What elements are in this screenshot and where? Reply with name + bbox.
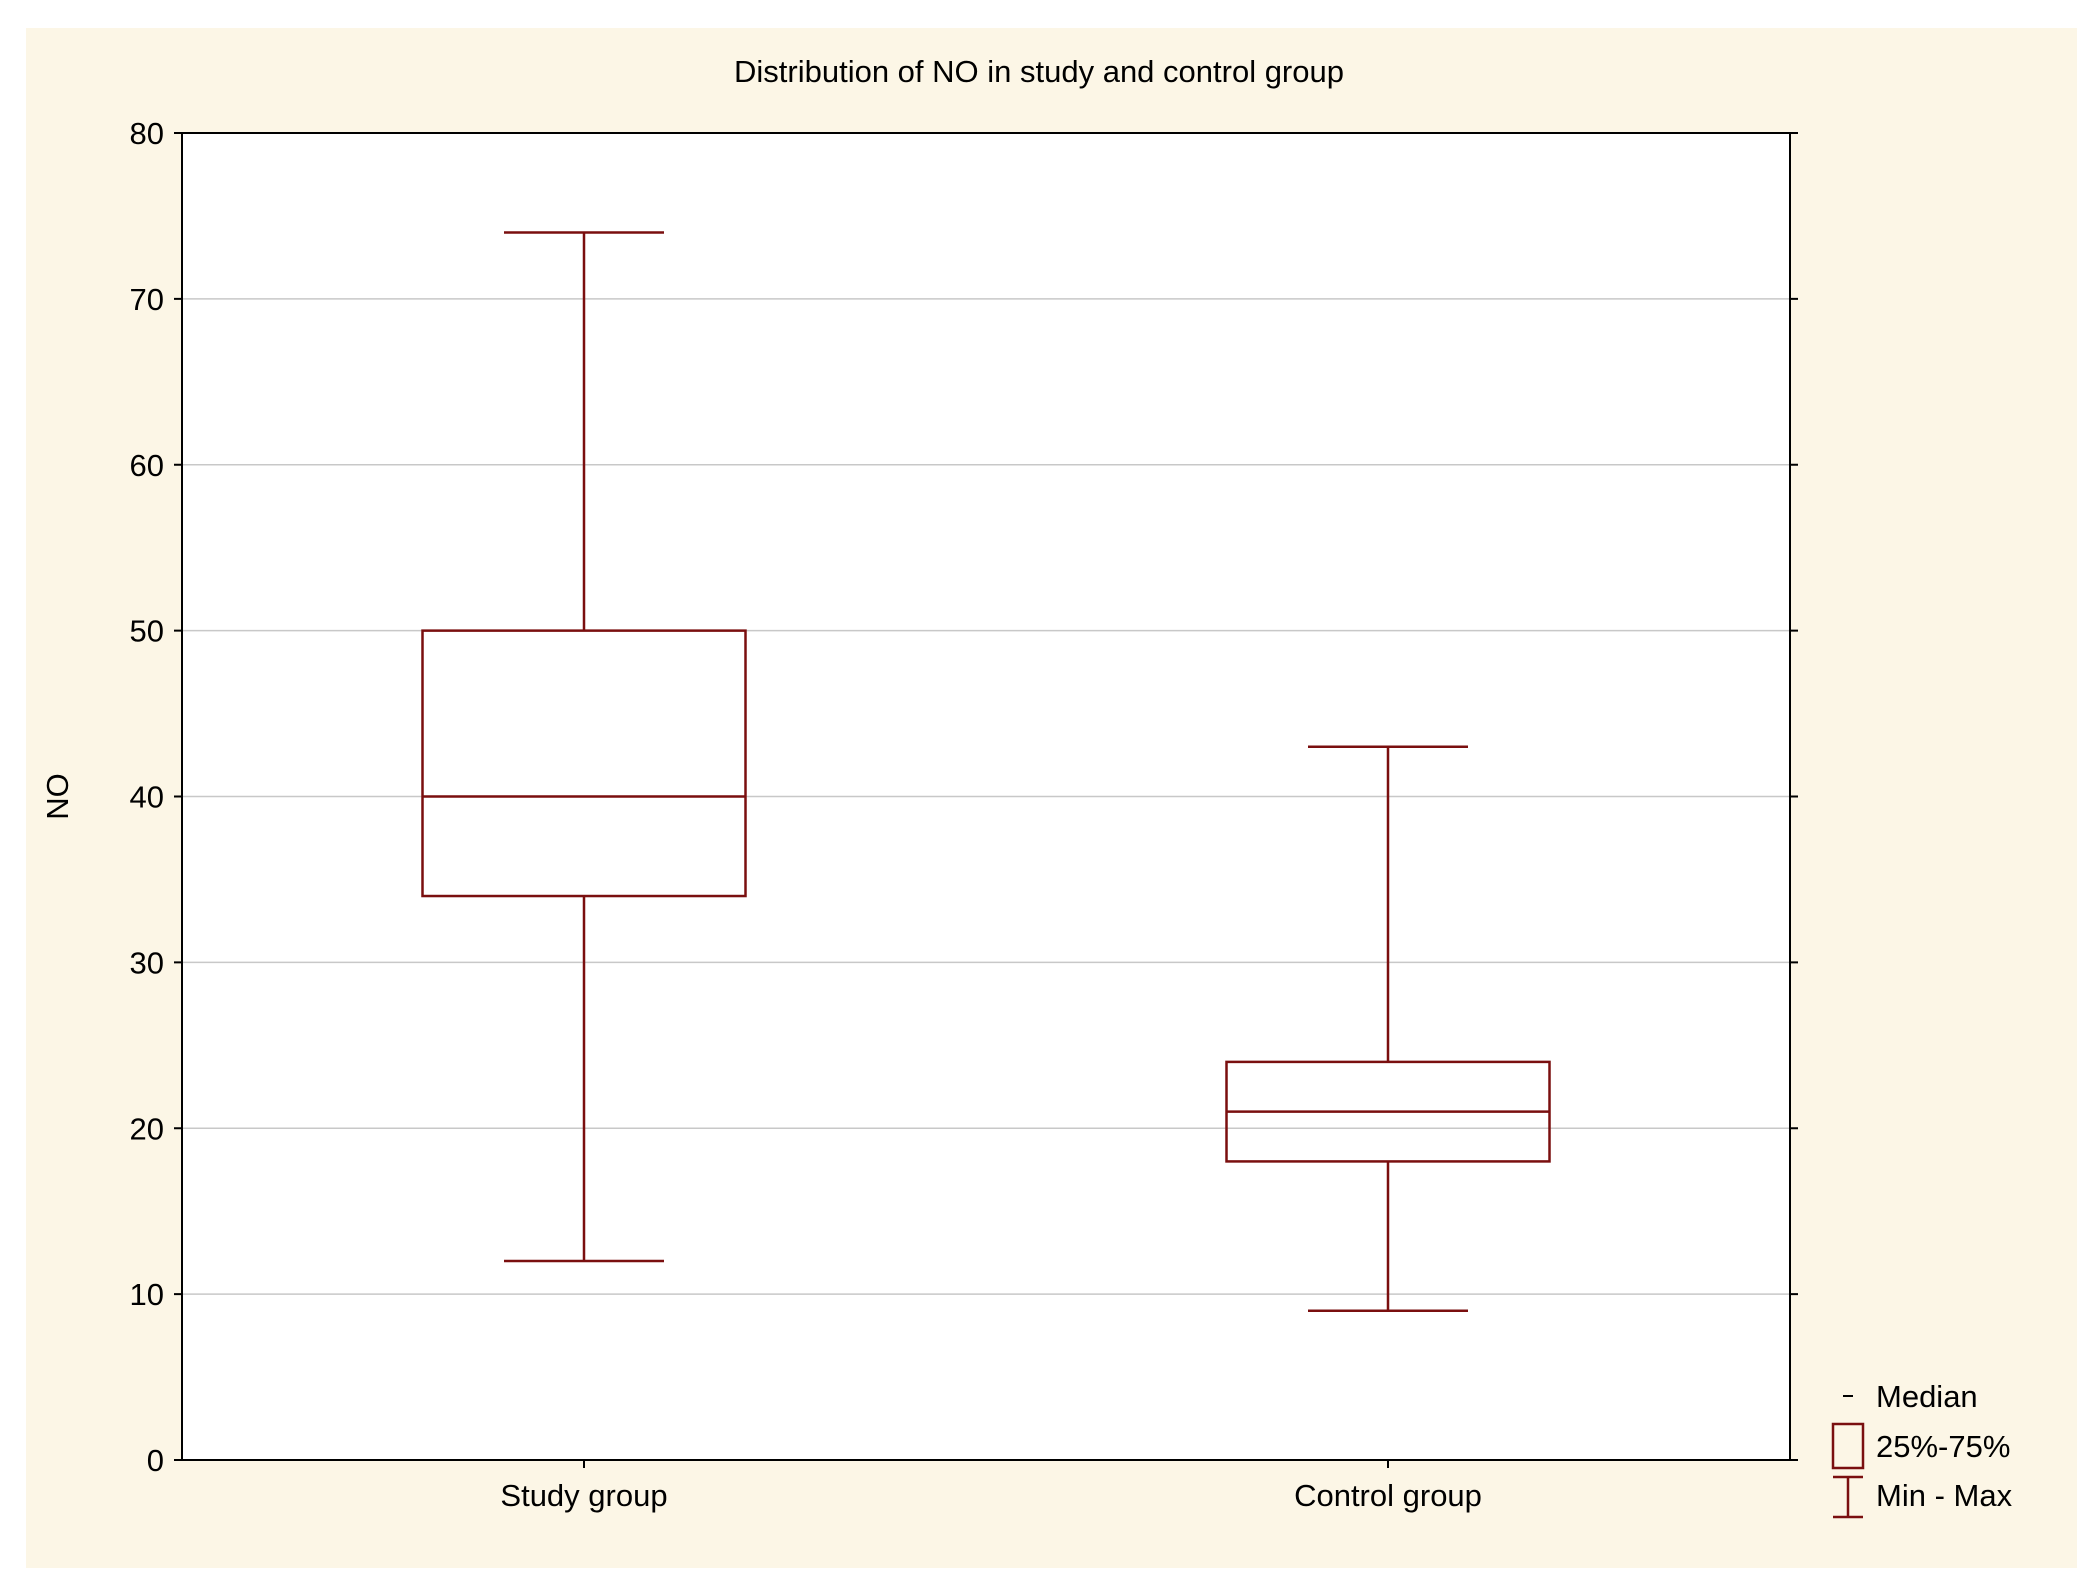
legend-item-whisker: Min - Max	[1833, 1475, 2013, 1519]
y-tick-label: 20	[130, 1111, 164, 1146]
chart-title: Distribution of NO in study and control …	[734, 54, 1344, 89]
x-tick-label: Control group	[1294, 1478, 1482, 1513]
y-tick-label: 30	[130, 945, 164, 980]
box-study	[421, 231, 747, 1263]
y-tick-label: 70	[130, 282, 164, 317]
legend-label: Min - Max	[1876, 1478, 2013, 1513]
chart-frame: Distribution of NO in study and control …	[26, 28, 2077, 1568]
y-tick-label: 60	[130, 448, 164, 483]
y-tick-label: 10	[130, 1277, 164, 1312]
legend-label: Median	[1876, 1379, 1978, 1414]
x-axis-ticks: Study group Control group	[500, 1460, 1482, 1513]
legend-label: 25%-75%	[1876, 1429, 2010, 1464]
legend-item-box: 25%-75%	[1831, 1422, 2010, 1470]
legend-item-median: Median	[1843, 1379, 1978, 1414]
y-tick-label: 0	[147, 1443, 164, 1478]
y-tick-label: 80	[130, 116, 164, 151]
box-plot-chart: Distribution of NO in study and control …	[26, 28, 2077, 1568]
box-control	[1225, 745, 1551, 1312]
y-axis-label: NO	[40, 773, 75, 820]
y-axis-ticks: 0 10 20 30 40 50 60 70 80	[130, 116, 1798, 1478]
box-series	[421, 231, 1551, 1312]
iqr-box	[421, 629, 747, 898]
y-tick-label: 40	[130, 780, 164, 815]
legend: Median 25%-75% Min - Max	[1831, 1379, 2013, 1519]
x-tick-label: Study group	[500, 1478, 667, 1513]
y-tick-label: 50	[130, 614, 164, 649]
box-legend-icon	[1831, 1422, 1865, 1470]
